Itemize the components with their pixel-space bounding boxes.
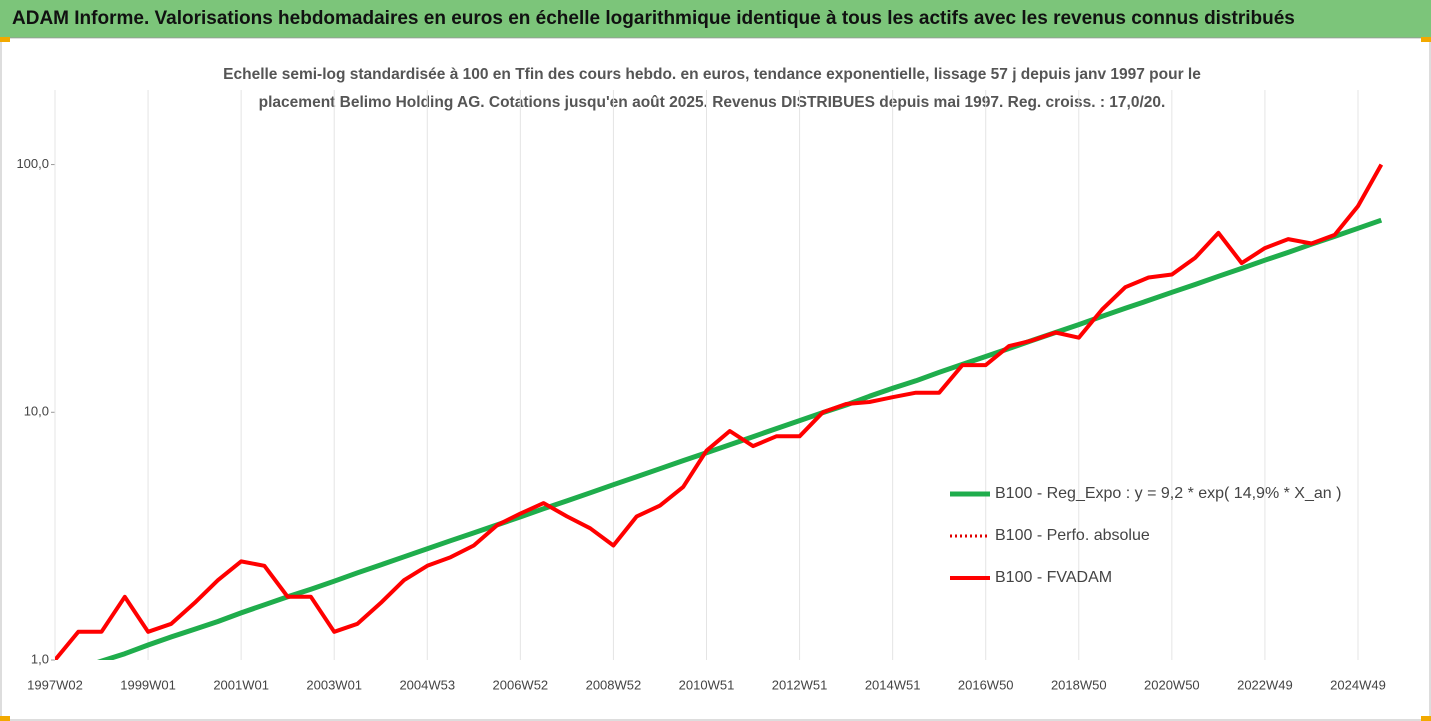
x-tick-label: 2014W51 [865,677,921,692]
x-tick-label: 2016W50 [958,677,1014,692]
corner [0,37,10,42]
x-tick-label: 1997W02 [27,677,83,692]
x-tick-label: 2020W50 [1144,677,1200,692]
x-tick-label: 2003W01 [306,677,362,692]
y-tick-label: 100,0 [16,156,49,171]
x-tick-label: 2012W51 [772,677,828,692]
x-tick-label: 2008W52 [586,677,642,692]
legend-label: B100 - Reg_Expo : y = 9,2 * exp( 14,9% *… [995,485,1341,502]
corner [1421,37,1431,42]
x-tick-label: 2018W50 [1051,677,1107,692]
x-tick-label: 2001W01 [213,677,269,692]
legend-label: B100 - FVADAM [995,569,1112,586]
x-tick-label: 2022W49 [1237,677,1293,692]
corner [1421,716,1431,721]
x-tick-label: 2024W49 [1330,677,1386,692]
y-tick-label: 1,0 [31,651,49,666]
x-tick-label: 1999W01 [120,677,176,692]
corner [0,716,10,721]
legend-label: B100 - Perfo. absolue [995,527,1150,544]
chart: Echelle semi-log standardisée à 100 en T… [0,37,1431,721]
y-tick-label: 10,0 [24,404,49,419]
chart-title: Echelle semi-log standardisée à 100 en T… [223,66,1201,83]
page-title: ADAM Informe. Valorisations hebdomadaire… [12,8,1295,29]
x-tick-label: 2004W53 [399,677,455,692]
plot [55,163,1384,660]
header-bar: ADAM Informe. Valorisations hebdomadaire… [0,0,1431,38]
x-tick-label: 2006W52 [493,677,549,692]
x-tick-label: 2010W51 [679,677,735,692]
series-line [55,163,1384,660]
chart-title: placement Belimo Holding AG. Cotations j… [259,94,1166,111]
chart-frame [0,37,1431,721]
series-line [96,217,1383,660]
